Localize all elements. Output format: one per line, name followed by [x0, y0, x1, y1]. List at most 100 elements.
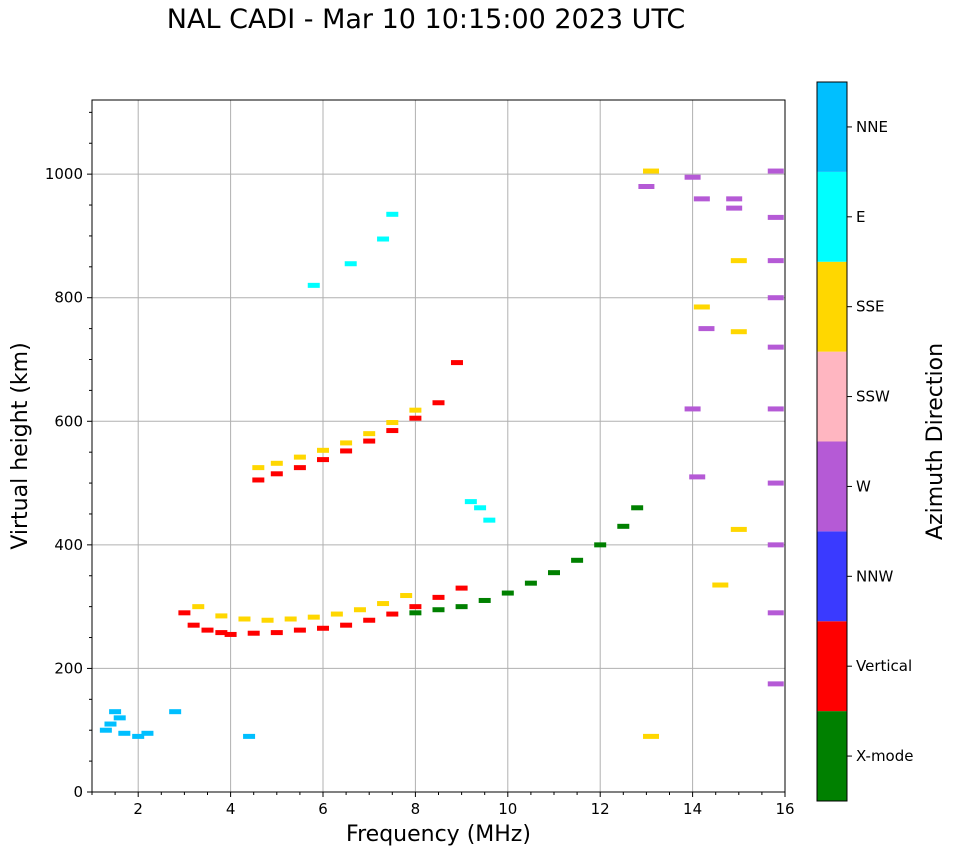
echo-point: [270, 630, 283, 636]
echo-point: [113, 715, 126, 721]
colorbar-frame: [816, 81, 848, 802]
echo-point: [317, 625, 329, 631]
echo-point: [726, 196, 743, 202]
colorbar-label: Azimuth Direction: [923, 343, 948, 540]
echo-point: [215, 630, 228, 636]
y-tick-label: 400: [54, 536, 83, 554]
echo-point: [293, 454, 306, 460]
y-tick-label: 1000: [45, 165, 83, 183]
echo-point: [293, 465, 306, 471]
echo-point: [363, 438, 376, 444]
colorbar-segment: [817, 261, 847, 352]
colorbar-segment: [817, 82, 847, 172]
plot-frame: [91, 99, 786, 793]
echo-point: [243, 733, 256, 739]
echo-point: [432, 594, 445, 600]
echo-point: [455, 585, 468, 591]
echo-point: [464, 499, 477, 505]
echo-point: [455, 604, 468, 610]
colorbar-tick-label: Vertical: [856, 657, 912, 675]
echo-point: [363, 431, 376, 437]
echo-point: [270, 460, 283, 466]
echo-point: [524, 580, 537, 586]
echo-point: [386, 211, 399, 217]
x-tick-label: 16: [775, 800, 794, 818]
echo-point: [684, 406, 701, 412]
x-tick-label: 2: [133, 800, 143, 818]
echo-point: [571, 557, 584, 563]
colorbar-tick-label: W: [856, 477, 871, 495]
y-axis-ticks: 0 200 400 600 800 1000: [45, 111, 92, 801]
y-tick-label: 0: [73, 783, 83, 801]
echo-point: [104, 721, 117, 727]
echo-point: [474, 505, 487, 511]
echo-point: [317, 457, 329, 463]
echo-point: [767, 406, 784, 412]
echo-point: [409, 610, 422, 616]
colorbar-segment: [817, 531, 847, 622]
echo-point: [548, 570, 560, 576]
echo-point: [353, 607, 366, 613]
echo-point: [617, 523, 630, 529]
echo-point: [400, 593, 413, 599]
echo-point: [409, 604, 422, 610]
echo-point: [340, 622, 353, 628]
echo-point: [767, 258, 784, 264]
echo-point: [261, 617, 274, 623]
y-axis-label: Virtual height (km): [8, 342, 33, 549]
grid-lines: [92, 100, 786, 793]
echo-point: [224, 631, 237, 637]
x-tick-label: 4: [226, 800, 236, 818]
echo-point: [215, 613, 228, 619]
echo-point: [187, 622, 200, 628]
echo-point: [767, 168, 784, 174]
echo-point: [689, 474, 706, 480]
x-axis-label: Frequency (MHz): [346, 822, 531, 847]
echo-point: [643, 733, 660, 739]
echo-point: [317, 447, 329, 453]
x-tick-label: 12: [591, 800, 610, 818]
echo-point: [767, 610, 784, 616]
echo-point: [141, 730, 154, 736]
colorbar-segment: [817, 621, 847, 712]
echo-point: [340, 448, 353, 454]
echo-point: [307, 614, 320, 620]
echo-point: [693, 196, 710, 202]
echo-point: [293, 627, 306, 633]
y-tick-label: 800: [54, 289, 83, 307]
echo-point: [118, 730, 131, 736]
echo-point: [340, 440, 353, 446]
echo-point: [638, 184, 655, 189]
echo-point: [99, 727, 112, 733]
colorbar: X-mode Vertical NNW W SSW SSE E NNE: [816, 81, 913, 802]
echo-point: [767, 344, 784, 350]
x-tick-label: 6: [318, 800, 328, 818]
echo-point: [386, 428, 399, 434]
echo-point: [169, 709, 182, 715]
chart-title: NAL CADI - Mar 10 10:15:00 2023 UTC: [166, 4, 686, 35]
echo-point: [643, 168, 660, 174]
echo-point: [730, 329, 747, 335]
echo-point: [178, 610, 191, 616]
y-tick-label: 200: [54, 659, 83, 677]
colorbar-tick-label: X-mode: [856, 747, 913, 765]
echo-point: [450, 360, 463, 366]
echo-point: [330, 611, 343, 617]
echo-point: [730, 258, 747, 264]
echo-point: [501, 590, 514, 596]
echo-point: [307, 282, 320, 288]
echo-point: [767, 295, 784, 301]
colorbar-tick-label: E: [856, 208, 865, 226]
echo-point: [730, 526, 747, 532]
echo-point: [132, 733, 145, 739]
echo-point: [386, 611, 399, 617]
x-tick-label: 10: [498, 800, 517, 818]
echo-point: [377, 236, 390, 242]
echo-point: [432, 400, 445, 406]
echo-point: [409, 407, 422, 413]
colorbar-tick-label: NNE: [856, 118, 888, 136]
echo-point: [767, 480, 784, 486]
echo-point: [767, 542, 784, 548]
echo-point: [252, 477, 265, 483]
